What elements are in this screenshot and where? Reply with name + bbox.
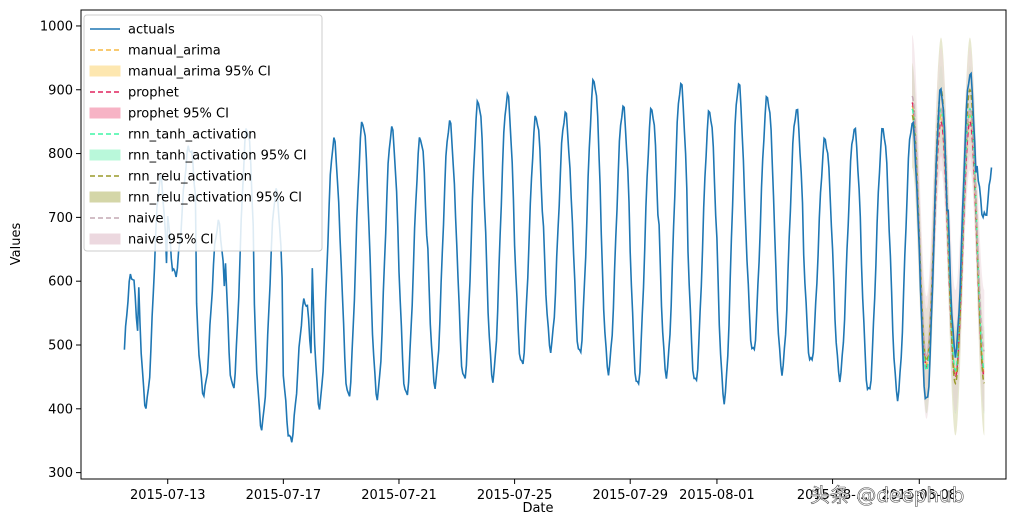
- actuals-series: [123, 71, 993, 443]
- x-tick-label: 2015-08-08: [882, 488, 958, 503]
- y-tick-label: 300: [48, 466, 73, 481]
- legend-label: prophet: [128, 86, 179, 101]
- y-tick-label: 700: [48, 211, 73, 226]
- legend-label: naive: [128, 212, 164, 227]
- y-tick-label: 500: [48, 339, 73, 354]
- y-tick-label: 800: [48, 147, 73, 162]
- y-tick-label: 400: [48, 402, 73, 417]
- legend-label: prophet 95% CI: [128, 107, 229, 122]
- legend-label: naive 95% CI: [128, 233, 214, 248]
- legend-label: rnn_relu_activation: [128, 170, 252, 185]
- x-tick-label: 2015-07-13: [130, 488, 206, 503]
- y-tick-label: 1000: [40, 19, 73, 34]
- x-tick-label: 2015-07-29: [592, 488, 668, 503]
- legend-label: rnn_tanh_activation: [128, 128, 257, 143]
- y-tick-label: 900: [48, 83, 73, 98]
- legend-swatch-band: [89, 149, 121, 161]
- legend-box: [83, 14, 323, 252]
- legend-swatch-band: [89, 65, 121, 77]
- x-tick-label: 2015-08-01: [679, 488, 755, 503]
- legend-label: manual_arima: [128, 44, 221, 59]
- x-tick-label: 2015-07-25: [477, 488, 553, 503]
- legend-swatch-band: [89, 107, 121, 119]
- legend-label: manual_arima 95% CI: [128, 65, 271, 80]
- legend-swatch-band: [89, 191, 121, 203]
- x-tick-label: 2015-07-17: [246, 488, 322, 503]
- legend: actuals manual_arima manual_arima 95% CI pr…: [83, 14, 323, 252]
- y-axis-label: Values: [9, 223, 24, 266]
- y-axis: 300 400 500 600 700 800 900 1000: [40, 19, 81, 481]
- actuals-line: [123, 71, 993, 443]
- legend-swatch-band: [89, 233, 121, 245]
- watermark: 头条 @deephub: [810, 483, 964, 507]
- legend-label: rnn_relu_activation 95% CI: [128, 191, 302, 206]
- y-tick-label: 600: [48, 275, 73, 290]
- x-tick-label: 2015-07-21: [361, 488, 437, 503]
- x-axis: 2015-07-13 2015-07-17 2015-07-21 2015-07-25…: [130, 479, 957, 503]
- legend-label: actuals: [128, 23, 175, 38]
- prophet-line: [911, 102, 985, 379]
- x-axis-label: Date: [522, 501, 553, 516]
- legend-label: rnn_tanh_activation 95% CI: [128, 149, 307, 164]
- x-tick-label: 2015-08-...: [797, 488, 868, 503]
